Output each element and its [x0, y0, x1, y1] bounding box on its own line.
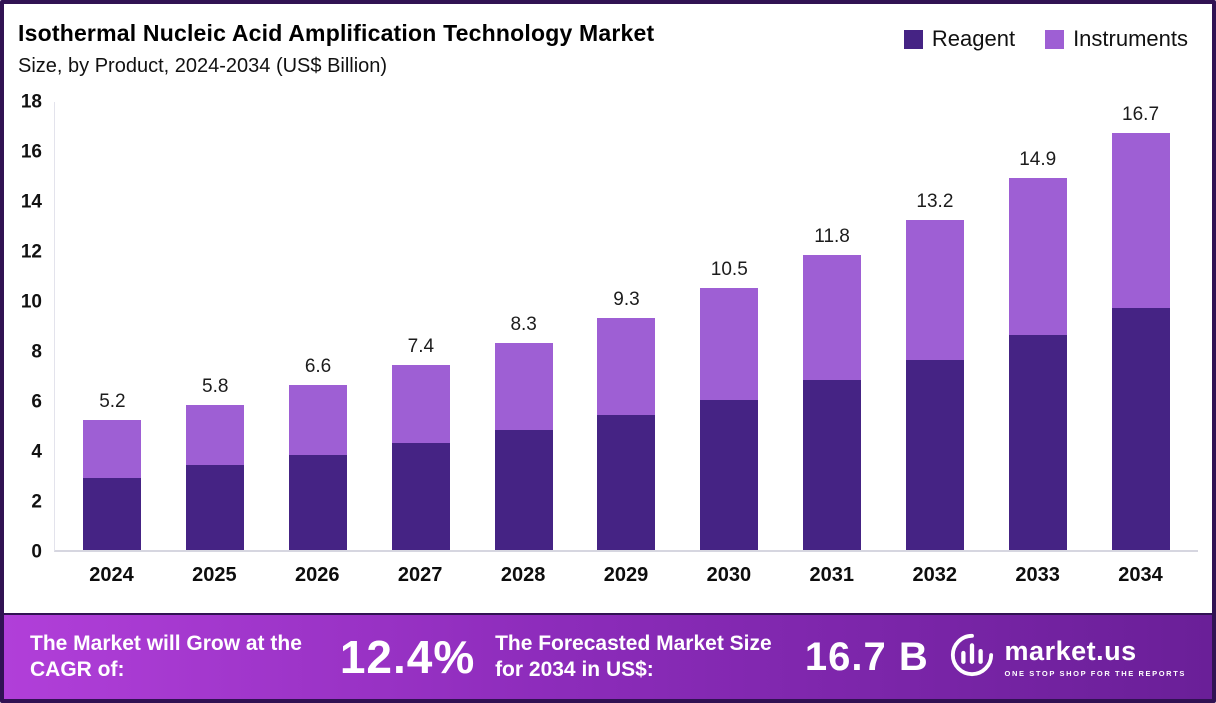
reagent-segment	[186, 465, 245, 550]
instruments-segment	[597, 317, 656, 415]
bar-group-2031: 11.8	[803, 226, 862, 550]
legend-label-instruments: Instruments	[1073, 26, 1188, 51]
reagent-segment	[700, 400, 759, 550]
y-axis-label: 12	[20, 241, 42, 263]
brand-text: market.us ONE STOP SHOP FOR THE REPORTS	[1005, 636, 1186, 678]
chart-header: Isothermal Nucleic Acid Amplification Te…	[4, 4, 1212, 78]
chart-subtitle: Size, by Product, 2024-2034 (US$ Billion…	[18, 55, 388, 77]
x-axis-labels: 2024 2025 2026 2027 2028 2029 2030 2031 2032 2033…	[54, 564, 1198, 587]
instruments-segment	[494, 342, 553, 430]
cagr-value: 12.4%	[339, 631, 476, 683]
bar-group-2033: 14.9	[1008, 148, 1067, 550]
y-axis: 0 2 4 6 8 10 12 14 16 18	[4, 93, 54, 562]
y-axis-label: 6	[31, 391, 42, 413]
instruments-segment	[83, 420, 142, 478]
instruments-segment	[700, 287, 759, 400]
reagent-swatch-icon	[903, 29, 923, 49]
bar-group-2026: 6.6	[289, 356, 348, 550]
bar-group-2030: 10.5	[700, 258, 759, 550]
x-axis-label: 2031	[809, 564, 855, 586]
bar-value-label: 16.7	[1122, 103, 1160, 125]
bar-value-label: 14.9	[1019, 148, 1057, 170]
x-axis-label: 2026	[295, 564, 340, 586]
bar-group-2024: 5.2	[83, 391, 142, 550]
x-axis-label: 2034	[1118, 564, 1163, 586]
bar-group-2034: 16.7	[1111, 103, 1170, 550]
y-axis-label: 14	[20, 191, 42, 213]
legend-label-reagent: Reagent	[931, 26, 1016, 51]
instruments-segment	[1008, 177, 1067, 335]
x-axis-label: 2024	[89, 564, 134, 586]
bar-group-2032: 13.2	[905, 191, 964, 550]
bar-value-label: 5.8	[202, 376, 229, 397]
bar-value-label: 7.4	[407, 336, 435, 357]
y-axis-label: 16	[20, 141, 42, 163]
reagent-segment	[803, 380, 862, 550]
instruments-segment	[391, 365, 450, 443]
y-axis-label: 18	[20, 91, 42, 113]
cagr-label: The Market will Grow at the CAGR of:	[30, 631, 302, 681]
bottom-banner: The Market will Grow at the CAGR of: 12.…	[4, 613, 1212, 699]
bar-group-2025: 5.8	[186, 376, 245, 550]
x-axis-label: 2029	[603, 564, 649, 586]
reagent-segment	[1008, 335, 1067, 550]
bar-value-label: 11.8	[814, 226, 850, 247]
y-axis-label: 0	[31, 541, 42, 563]
x-axis-label: 2032	[912, 564, 957, 586]
plot-area: 5.2 5.8 6.6 7.4 8.3 9.3 10.5 11.8 13.2 14.9 16.7	[54, 102, 1198, 552]
instruments-segment	[289, 385, 348, 455]
y-axis-label: 8	[31, 341, 42, 363]
reagent-segment	[905, 360, 964, 550]
y-axis-label: 10	[20, 291, 42, 313]
forecast-value: 16.7 B	[804, 634, 929, 679]
bar-group-2027: 7.4	[391, 336, 450, 550]
bar-value-label: 5.2	[99, 391, 126, 412]
legend: Reagent Instruments	[903, 26, 1188, 52]
x-axis-label: 2030	[706, 564, 752, 586]
brand-tagline: ONE STOP SHOP FOR THE REPORTS	[1004, 669, 1186, 678]
x-axis-label: 2033	[1015, 564, 1060, 586]
instruments-segment	[186, 405, 245, 465]
reagent-segment	[597, 415, 656, 550]
x-axis-label: 2028	[500, 564, 546, 586]
reagent-segment	[391, 442, 450, 550]
reagent-segment	[494, 430, 553, 550]
bar-group-2028: 8.3	[494, 313, 553, 550]
bar-value-label: 8.3	[510, 313, 537, 335]
reagent-segment	[1111, 307, 1170, 550]
legend-item-reagent: Reagent	[903, 26, 1016, 52]
instruments-segment	[1111, 132, 1170, 308]
market-us-logo-icon	[949, 632, 995, 683]
reagent-segment	[289, 455, 348, 550]
y-axis-label: 2	[31, 491, 42, 513]
bar-value-label: 13.2	[916, 191, 954, 212]
brand-block: market.us ONE STOP SHOP FOR THE REPORTS	[949, 632, 1186, 683]
chart-area: 0 2 4 6 8 10 12 14 16 18 5.2 5.8 6.6 7.4 8.3 9.3 10.5 11…	[4, 93, 1212, 562]
title-block: Isothermal Nucleic Acid Amplification Te…	[18, 20, 654, 78]
forecast-label: The Forecasted Market Size for 2034 in U…	[495, 631, 772, 681]
y-axis-label: 4	[31, 441, 42, 463]
brand-name: market.us	[1004, 636, 1137, 666]
bar-value-label: 9.3	[613, 288, 640, 310]
instruments-swatch-icon	[1045, 29, 1065, 49]
x-axis-label: 2027	[397, 564, 443, 586]
legend-item-instruments: Instruments	[1045, 26, 1188, 52]
x-axis-label: 2025	[192, 564, 237, 586]
chart-title: Isothermal Nucleic Acid Amplification Te…	[18, 20, 655, 46]
bar-value-label: 6.6	[304, 356, 332, 377]
bar-value-label: 10.5	[710, 258, 748, 280]
instruments-segment	[905, 220, 964, 360]
reagent-segment	[83, 477, 142, 550]
bar-group-2029: 9.3	[597, 288, 656, 550]
instruments-segment	[803, 255, 862, 380]
